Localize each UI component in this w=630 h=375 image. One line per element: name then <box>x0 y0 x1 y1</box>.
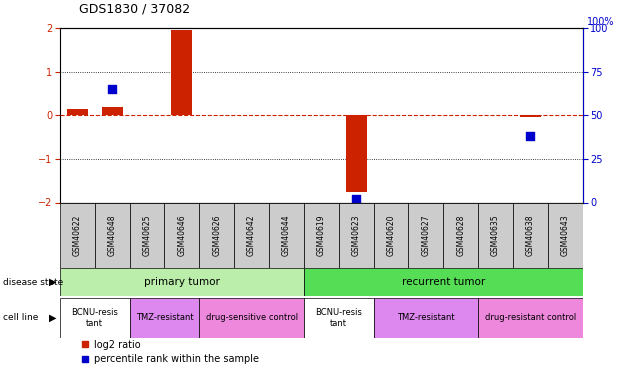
Bar <box>234 202 269 268</box>
Bar <box>164 202 199 268</box>
Point <box>107 86 117 92</box>
Bar <box>513 202 548 268</box>
Bar <box>60 202 94 268</box>
Text: GSM40642: GSM40642 <box>247 214 256 256</box>
Bar <box>60 298 130 338</box>
Text: GSM40626: GSM40626 <box>212 214 221 256</box>
Text: GSM40646: GSM40646 <box>178 214 186 256</box>
Bar <box>548 202 583 268</box>
Bar <box>304 268 583 296</box>
Text: GSM40648: GSM40648 <box>108 214 117 256</box>
Point <box>525 133 536 139</box>
Text: TMZ-resistant: TMZ-resistant <box>397 314 455 322</box>
Text: GSM40628: GSM40628 <box>456 214 465 256</box>
Text: disease state: disease state <box>3 278 64 286</box>
Text: ▶: ▶ <box>49 313 57 323</box>
Bar <box>444 202 478 268</box>
Text: GSM40620: GSM40620 <box>387 214 396 256</box>
Bar <box>269 202 304 268</box>
Text: GSM40644: GSM40644 <box>282 214 291 256</box>
Bar <box>374 202 408 268</box>
Text: GSM40623: GSM40623 <box>352 214 360 256</box>
Text: GDS1830 / 37082: GDS1830 / 37082 <box>79 2 190 15</box>
Text: GSM40638: GSM40638 <box>526 214 535 256</box>
Text: GSM40627: GSM40627 <box>421 214 430 256</box>
Text: drug-sensitive control: drug-sensitive control <box>205 314 297 322</box>
Text: drug-resistant control: drug-resistant control <box>485 314 576 322</box>
Text: TMZ-resistant: TMZ-resistant <box>135 314 193 322</box>
Text: GSM40619: GSM40619 <box>317 214 326 256</box>
Text: GSM40625: GSM40625 <box>142 214 151 256</box>
Point <box>351 196 361 202</box>
Bar <box>304 298 374 338</box>
Text: GSM40622: GSM40622 <box>73 214 82 256</box>
Text: recurrent tumor: recurrent tumor <box>402 277 485 287</box>
Bar <box>199 298 304 338</box>
Text: GSM40643: GSM40643 <box>561 214 570 256</box>
Text: 100%: 100% <box>587 17 614 27</box>
Text: cell line: cell line <box>3 314 38 322</box>
Bar <box>67 109 88 115</box>
Text: BCNU-resis
tant: BCNU-resis tant <box>315 308 362 327</box>
Bar <box>199 202 234 268</box>
Bar <box>520 116 541 117</box>
Bar <box>60 268 304 296</box>
Text: ▶: ▶ <box>49 277 57 287</box>
Bar <box>478 298 583 338</box>
Bar <box>374 298 478 338</box>
Text: BCNU-resis
tant: BCNU-resis tant <box>71 308 118 327</box>
Bar <box>130 298 199 338</box>
Bar <box>478 202 513 268</box>
Bar <box>339 202 374 268</box>
Bar <box>101 108 123 116</box>
Bar <box>408 202 444 268</box>
Text: primary tumor: primary tumor <box>144 277 220 287</box>
Text: GSM40635: GSM40635 <box>491 214 500 256</box>
Bar <box>171 30 192 115</box>
Legend: log2 ratio, percentile rank within the sample: log2 ratio, percentile rank within the s… <box>77 336 263 368</box>
Bar <box>346 116 367 192</box>
Bar <box>130 202 164 268</box>
Bar <box>94 202 130 268</box>
Bar <box>304 202 339 268</box>
